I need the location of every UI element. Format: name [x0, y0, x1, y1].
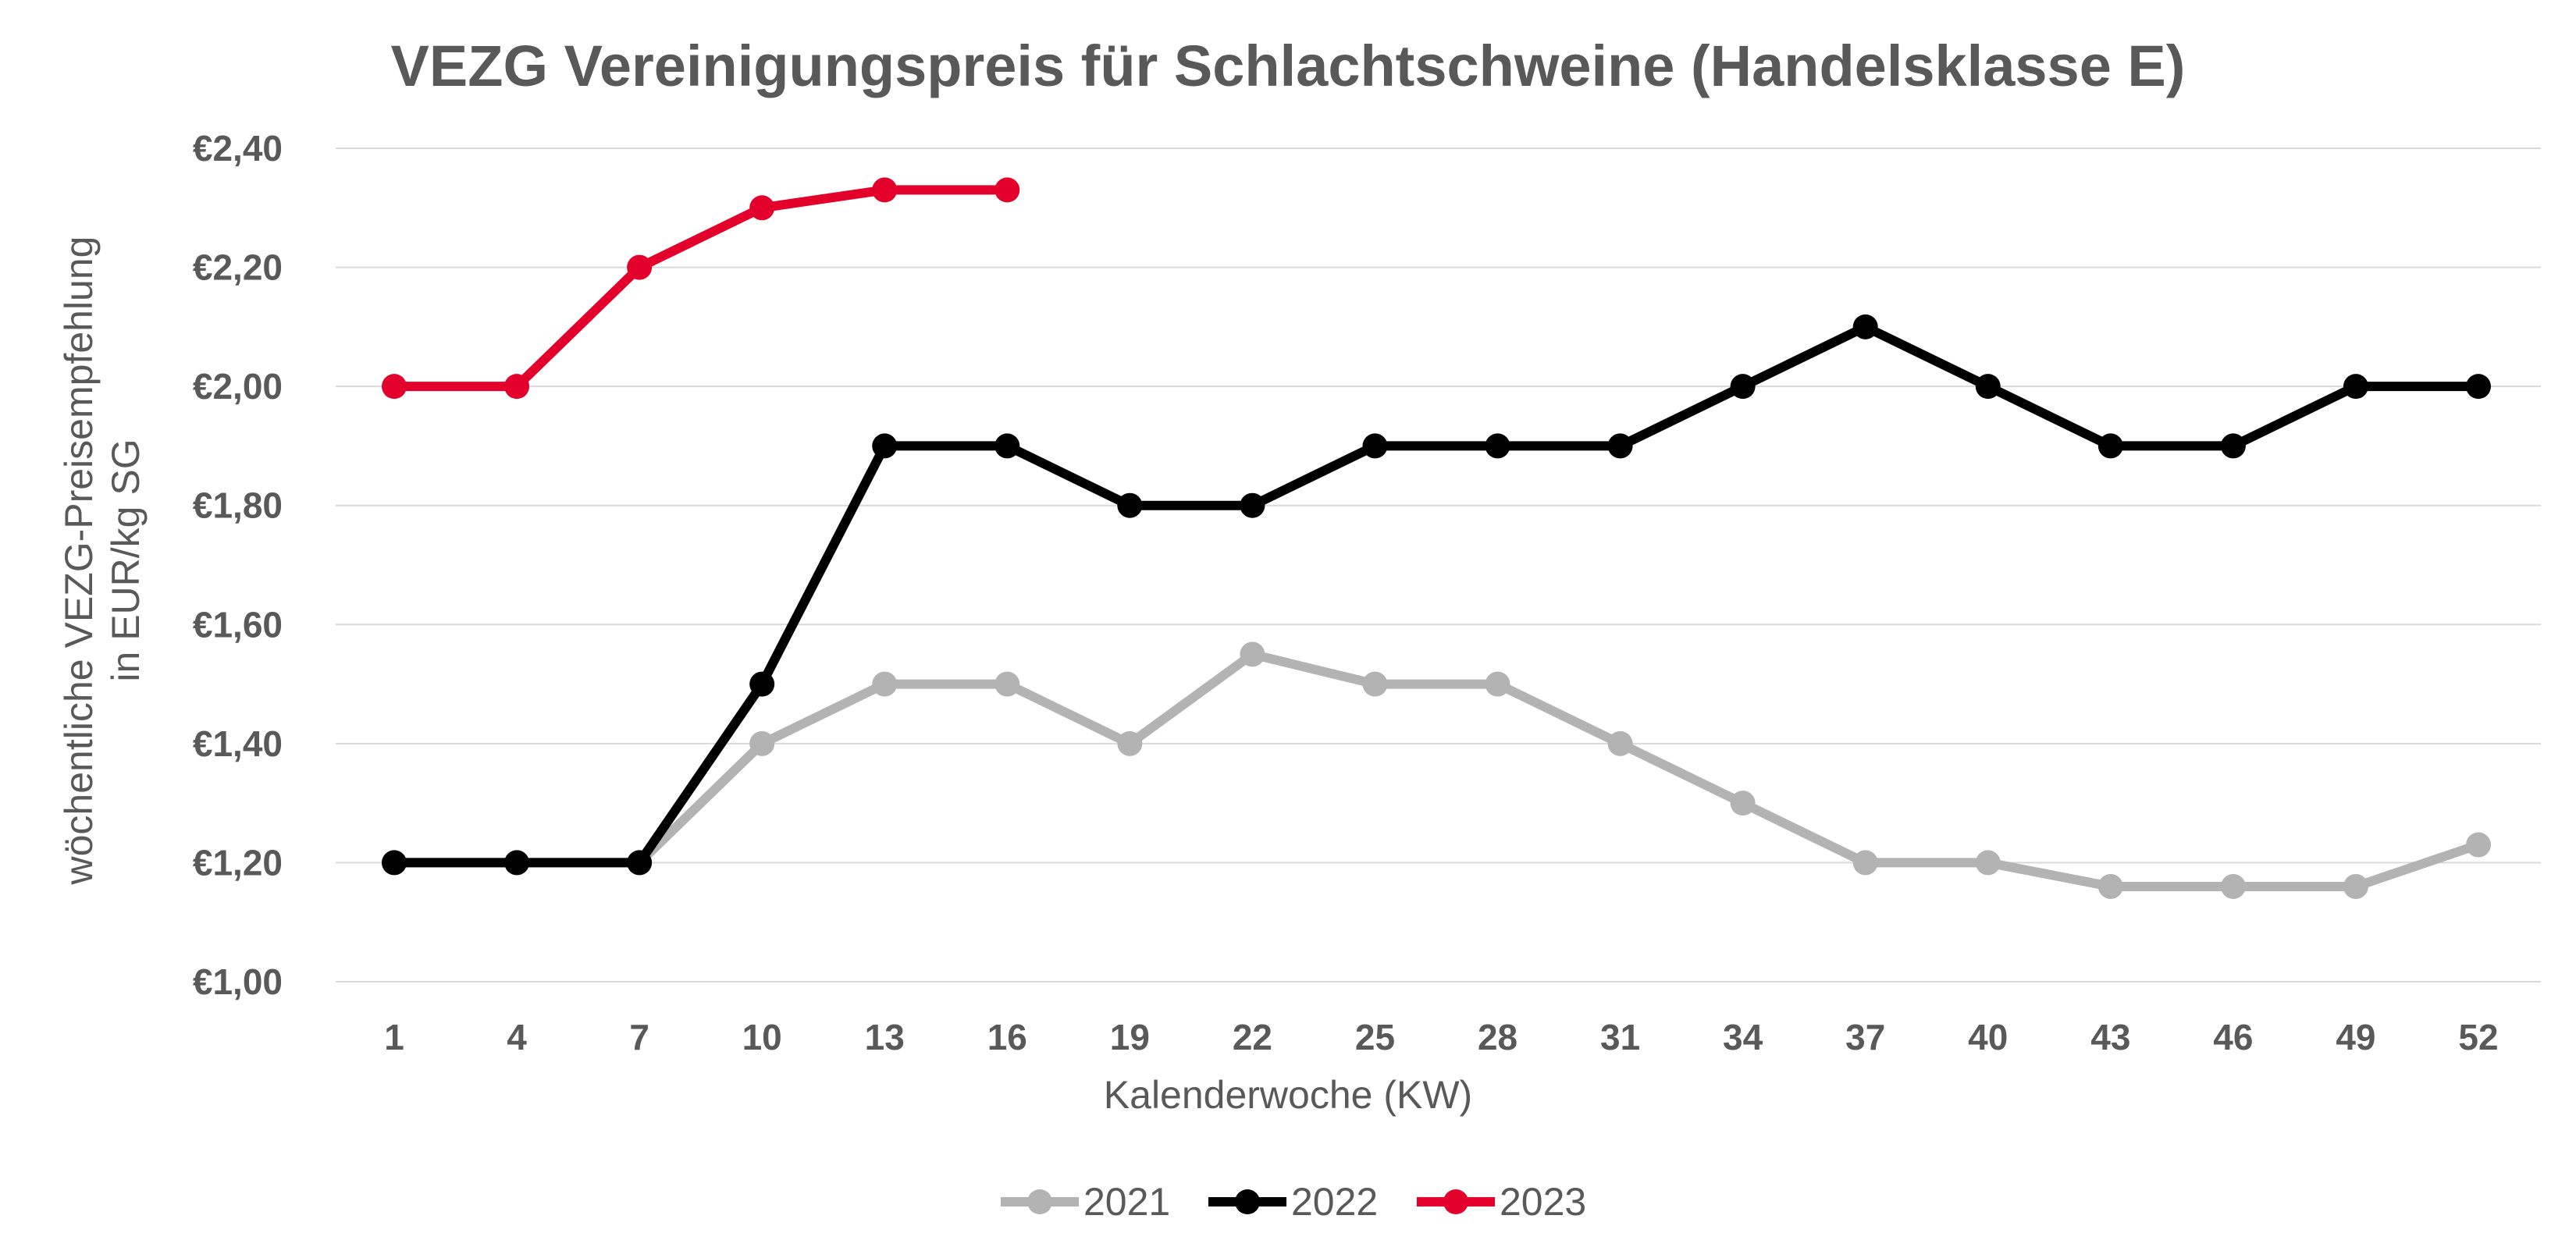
x-tick-label: 19	[1110, 1017, 1150, 1057]
x-tick-label: 1	[384, 1017, 404, 1057]
x-tick-label: 46	[2213, 1017, 2253, 1057]
data-point	[1975, 374, 2001, 400]
data-point	[1975, 850, 2001, 876]
data-point	[872, 433, 898, 459]
data-point	[627, 254, 653, 280]
gridlines	[336, 147, 2541, 983]
data-point	[1362, 671, 1388, 697]
x-axis-ticks: 1 4 7 10 13 16 19 22 25 28 31 34 37 40 43 46 49 52	[384, 1017, 2498, 1057]
y-tick-label: €2,40	[193, 128, 283, 169]
y-tick-label: €1,80	[193, 485, 283, 526]
data-point	[1240, 641, 1265, 667]
chart-title: VEZG Vereinigungspreis für Schlachtschwe…	[391, 34, 2186, 98]
x-tick-label: 10	[742, 1017, 782, 1057]
data-point	[1117, 492, 1143, 518]
series-line-2022	[390, 322, 2483, 868]
data-point	[872, 177, 898, 203]
x-tick-label: 25	[1355, 1017, 1395, 1057]
data-point	[2220, 873, 2246, 899]
series-2022	[382, 314, 2491, 876]
data-point	[1240, 492, 1265, 518]
legend-item-2023: 2023	[1417, 1180, 1586, 1224]
y-axis-label-line2: in EUR/kg SG	[104, 439, 148, 681]
data-point	[382, 374, 407, 400]
data-point	[2343, 873, 2368, 899]
data-point	[994, 177, 1020, 203]
legend: 2021 2022 2023	[1001, 1180, 1586, 1224]
x-tick-label: 31	[1600, 1017, 1640, 1057]
data-point	[1852, 850, 1878, 876]
data-point	[994, 433, 1020, 459]
data-point	[1485, 671, 1510, 697]
data-point	[1730, 374, 1756, 400]
data-point	[1362, 433, 1388, 459]
series-2023	[382, 177, 1020, 400]
data-point	[627, 850, 653, 876]
data-point	[504, 374, 530, 400]
data-point	[872, 671, 898, 697]
data-point	[504, 850, 530, 876]
x-tick-label: 13	[865, 1017, 905, 1057]
data-point	[749, 671, 775, 697]
data-point	[2343, 374, 2368, 400]
series-layer	[382, 177, 2491, 899]
legend-swatch-marker	[1443, 1189, 1468, 1214]
legend-swatch-marker	[1235, 1189, 1260, 1214]
x-tick-label: 49	[2336, 1017, 2375, 1057]
y-tick-label: €1,00	[193, 961, 283, 1002]
data-point	[749, 195, 775, 221]
series-line-2023	[390, 185, 1012, 392]
x-tick-label: 16	[987, 1017, 1027, 1057]
data-point	[994, 671, 1020, 697]
y-tick-label: €2,20	[193, 247, 283, 288]
x-tick-label: 43	[2090, 1017, 2130, 1057]
y-axis-ticks: €1,00 €1,20 €1,40 €1,60 €1,80 €2,00 €2,20 €2,40	[193, 128, 283, 1002]
x-tick-label: 22	[1233, 1017, 1272, 1057]
data-point	[2466, 374, 2491, 400]
data-point	[1485, 433, 1510, 459]
legend-label: 2022	[1291, 1180, 1378, 1224]
data-point	[1607, 730, 1633, 756]
x-tick-label: 28	[1478, 1017, 1517, 1057]
data-point	[749, 730, 775, 756]
legend-label: 2021	[1083, 1180, 1170, 1224]
data-point	[2097, 433, 2123, 459]
data-point	[1607, 433, 1633, 459]
y-axis-label-line1: wöchentliche VEZG-Preisempfehlung	[57, 236, 101, 886]
legend-swatch-marker	[1027, 1189, 1052, 1214]
x-tick-label: 34	[1723, 1017, 1763, 1057]
legend-item-2022: 2022	[1208, 1180, 1378, 1224]
x-tick-label: 52	[2458, 1017, 2498, 1057]
x-tick-label: 4	[507, 1017, 527, 1057]
data-point	[2097, 873, 2123, 899]
legend-item-2021: 2021	[1001, 1180, 1170, 1224]
y-tick-label: €1,40	[193, 723, 283, 764]
x-tick-label: 37	[1845, 1017, 1885, 1057]
series-line-2021	[390, 649, 2483, 891]
y-tick-label: €2,00	[193, 366, 283, 407]
x-tick-label: 40	[1968, 1017, 2008, 1057]
data-point	[2220, 433, 2246, 459]
x-tick-label: 7	[629, 1017, 649, 1057]
data-point	[1730, 791, 1756, 816]
data-point	[2466, 832, 2491, 858]
y-tick-label: €1,60	[193, 604, 283, 645]
x-axis-label: Kalenderwoche (KW)	[1104, 1073, 1472, 1117]
y-tick-label: €1,20	[193, 842, 283, 883]
data-point	[1117, 730, 1143, 756]
data-point	[1852, 314, 1878, 339]
data-point	[382, 850, 407, 876]
legend-label: 2023	[1500, 1180, 1586, 1224]
